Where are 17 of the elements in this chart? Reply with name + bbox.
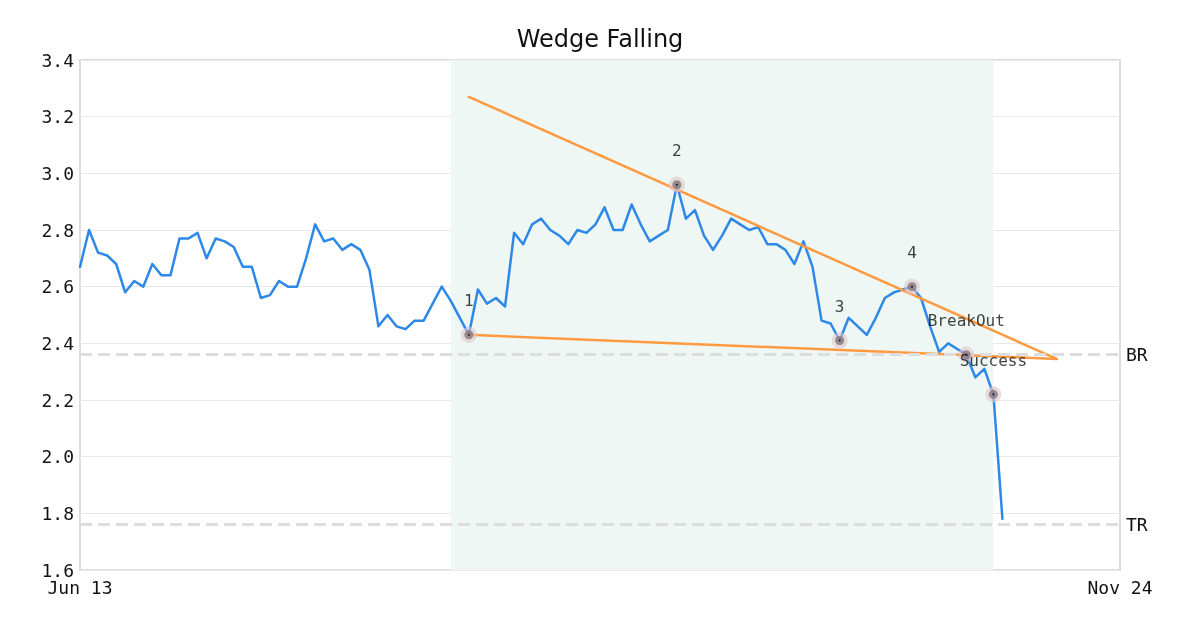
annotation: 1 — [464, 291, 474, 311]
annotation: 2 — [672, 141, 682, 161]
y-tick-label: 1.8 — [41, 502, 74, 524]
x-tick-label: Nov 24 — [1087, 576, 1153, 598]
y-tick-label: 3.4 — [41, 49, 74, 71]
ref-line-label: TR — [1126, 514, 1148, 536]
annotation: 4 — [907, 243, 917, 263]
y-tick-label: 2.4 — [41, 332, 74, 354]
y-tick-label: 2.2 — [41, 389, 74, 411]
chart-title: Wedge Falling — [516, 25, 684, 53]
annotation: 3 — [834, 297, 845, 316]
y-tick-label: 3.2 — [41, 106, 74, 128]
y-tick-label: 2.8 — [41, 219, 74, 241]
y-tick-label: 2.6 — [41, 276, 74, 298]
y-tick-label: 3.0 — [41, 162, 74, 184]
y-tick-label: 2.0 — [41, 446, 74, 468]
ref-line-label: BR — [1126, 344, 1148, 366]
